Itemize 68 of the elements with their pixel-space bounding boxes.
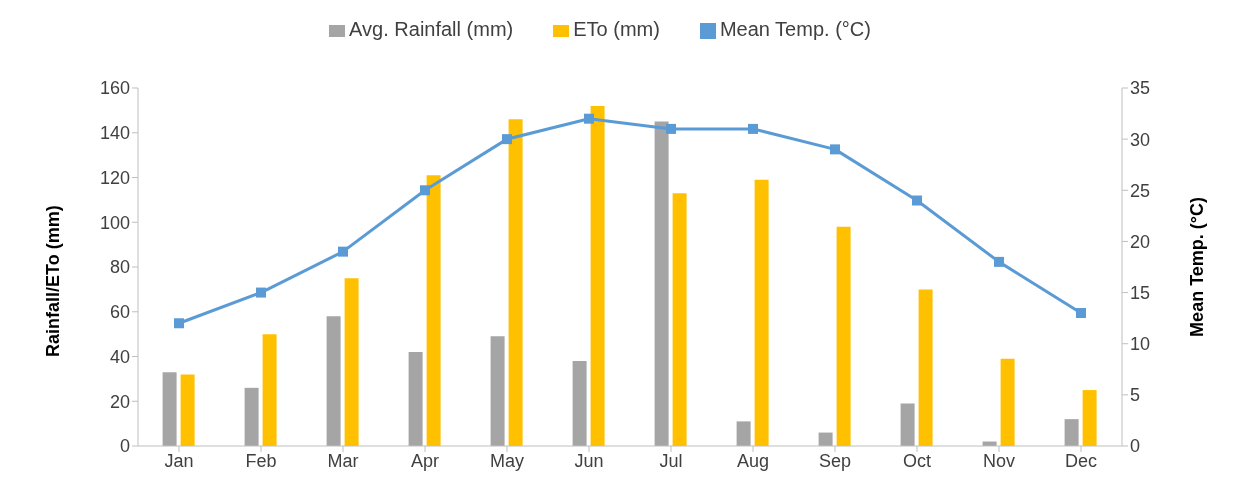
bar — [836, 226, 851, 446]
legend-label: ETo (mm) — [573, 18, 660, 40]
bar — [508, 119, 523, 446]
y2-tick-label: 15 — [1130, 282, 1151, 303]
point — [830, 144, 840, 155]
bar — [736, 421, 751, 446]
bar — [1064, 419, 1079, 446]
bar — [490, 336, 505, 446]
y-tick-label: 0 — [119, 436, 130, 457]
y2-tick-label: 20 — [1130, 231, 1151, 252]
point — [502, 134, 512, 145]
x-tick-label: Jul — [659, 450, 683, 471]
x-tick-label: Nov — [982, 450, 1016, 471]
y-tick-label: 20 — [109, 391, 130, 412]
bar — [672, 193, 687, 446]
bar — [900, 403, 915, 446]
x-tick-label: Sep — [818, 450, 852, 471]
x-tick-label: Jun — [574, 450, 604, 471]
y2-tick-label: 10 — [1130, 334, 1151, 355]
bar — [590, 105, 605, 446]
y2-tick-label: 5 — [1130, 385, 1141, 406]
point — [912, 195, 922, 206]
y-tick-label: 40 — [109, 346, 130, 367]
x-tick-label: May — [489, 450, 525, 471]
y-tick-label: 80 — [109, 257, 130, 278]
bar — [572, 360, 587, 446]
bar — [408, 352, 423, 446]
bar — [262, 334, 277, 446]
x-tick-label: Feb — [245, 450, 277, 471]
point — [256, 287, 266, 298]
y-tick-label: 120 — [99, 167, 130, 188]
bar — [754, 179, 769, 446]
y-tick-label: 140 — [99, 123, 130, 144]
y2-tick-label: 35 — [1130, 78, 1151, 99]
legend-label: Mean Temp. (°C) — [719, 18, 871, 40]
point — [174, 318, 184, 329]
bar — [162, 372, 177, 446]
bar — [654, 121, 669, 446]
point — [420, 185, 430, 196]
bar — [244, 387, 259, 446]
y-axis-title: Rainfall/ETo (mm) — [43, 205, 64, 357]
point — [584, 113, 594, 124]
point — [1076, 308, 1086, 319]
x-tick-label: Dec — [1064, 450, 1098, 471]
bar — [326, 316, 341, 446]
y-tick-label: 100 — [99, 212, 130, 233]
y2-tick-label: 0 — [1130, 436, 1141, 457]
y-tick-label: 160 — [99, 78, 130, 99]
bar — [918, 289, 933, 446]
legend-label: Avg. Rainfall (mm) — [349, 18, 514, 40]
point — [666, 123, 676, 134]
point — [994, 256, 1004, 267]
x-tick-label: Mar — [327, 450, 359, 471]
bar — [1000, 358, 1015, 446]
x-tick-label: Jan — [164, 450, 194, 471]
y2-tick-label: 25 — [1130, 180, 1151, 201]
point — [748, 123, 758, 134]
y-tick-label: 60 — [109, 302, 130, 323]
point — [338, 246, 348, 257]
x-tick-label: Aug — [736, 450, 770, 471]
bar — [426, 175, 441, 446]
bar — [344, 278, 359, 446]
y2-axis-title: Mean Temp. (°C) — [1187, 197, 1208, 337]
x-tick-label: Apr — [410, 450, 440, 471]
y2-tick-label: 30 — [1130, 129, 1151, 150]
bar — [1082, 390, 1097, 446]
bar — [180, 374, 195, 446]
x-tick-label: Oct — [902, 450, 932, 471]
